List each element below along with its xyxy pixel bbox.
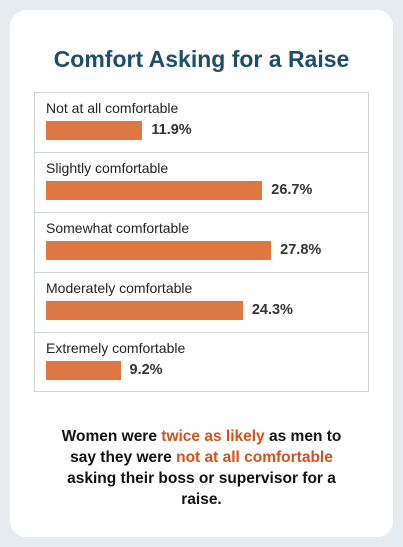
value-label: 26.7% bbox=[271, 182, 313, 198]
value-label: 24.3% bbox=[251, 302, 293, 318]
category-label: Extremely comfortable bbox=[46, 340, 186, 356]
bar bbox=[46, 301, 243, 320]
bar bbox=[46, 361, 121, 380]
chart-row: Not at all comfortable 11.9% bbox=[35, 93, 368, 153]
chart-row: Slightly comfortable 26.7% bbox=[35, 153, 368, 213]
bar bbox=[46, 181, 263, 200]
infographic-card: Comfort Asking for a Raise Not at all co… bbox=[10, 10, 393, 537]
category-label: Not at all comfortable bbox=[46, 100, 179, 116]
value-label: 11.9% bbox=[151, 122, 192, 138]
value-label: 27.8% bbox=[280, 242, 322, 258]
bar bbox=[46, 241, 272, 260]
chart-title: Comfort Asking for a Raise bbox=[53, 46, 350, 72]
caption-text-part-3: asking their boss or supervisor for a ra… bbox=[67, 470, 336, 508]
chart-row: Moderately comfortable 24.3% bbox=[35, 273, 368, 333]
value-label: 9.2% bbox=[129, 362, 163, 378]
bar bbox=[46, 121, 143, 140]
bar-chart: Not at all comfortable 11.9% Slightly comf… bbox=[34, 92, 369, 392]
caption-text-part-1: Women were bbox=[61, 428, 162, 445]
chart-row: Extremely comfortable 9.2% bbox=[35, 333, 368, 393]
category-label: Moderately comfortable bbox=[46, 280, 193, 296]
category-label: Somewhat comfortable bbox=[46, 220, 190, 236]
caption-highlight-2: not at all comfortable bbox=[176, 449, 333, 466]
caption-text-part-2: as men to say they were bbox=[70, 428, 342, 466]
category-label: Slightly comfortable bbox=[46, 160, 169, 176]
chart-row: Somewhat comfortable 27.8% bbox=[35, 213, 368, 273]
caption-text: Women were twice as likely as men to say… bbox=[50, 426, 353, 510]
caption-highlight-1: twice as likely bbox=[161, 428, 265, 445]
